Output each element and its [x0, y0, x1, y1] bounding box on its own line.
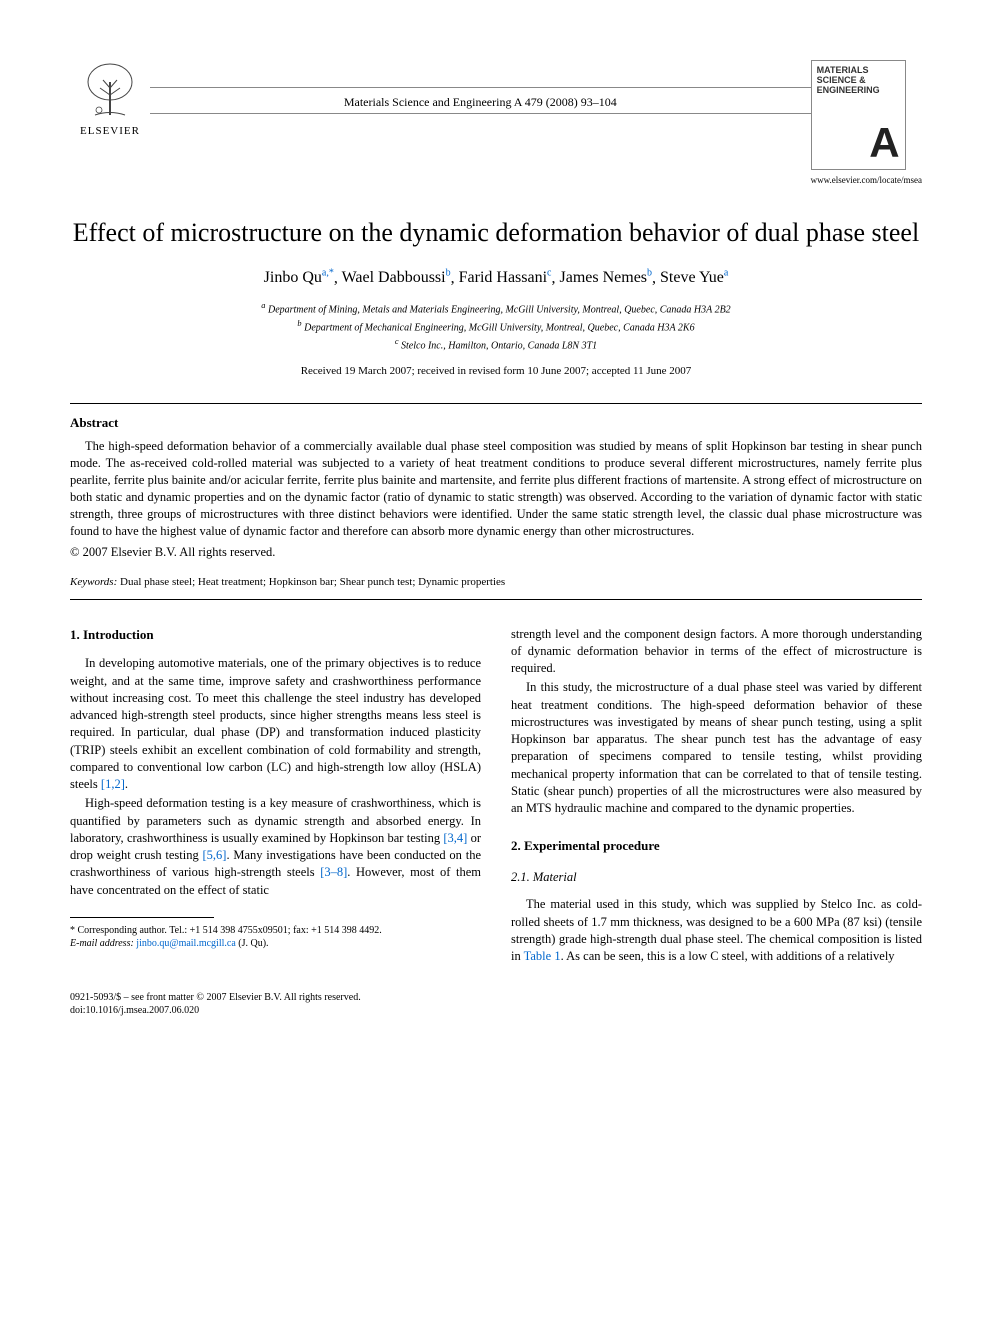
citation-link[interactable]: [5,6] — [202, 848, 226, 862]
footer-issn: 0921-5093/$ – see front matter © 2007 El… — [70, 991, 922, 1004]
footnote-tel: * Corresponding author. Tel.: +1 514 398… — [70, 924, 481, 937]
article-dates: Received 19 March 2007; received in revi… — [70, 364, 922, 379]
journal-cover-title: MATERIALS SCIENCE & ENGINEERING — [817, 66, 900, 96]
affiliation-a: a Department of Mining, Metals and Mater… — [70, 300, 922, 317]
keywords-text: Dual phase steel; Heat treatment; Hopkin… — [120, 576, 505, 588]
author: Farid Hassanic — [459, 269, 552, 286]
abstract-copyright: © 2007 Elsevier B.V. All rights reserved… — [70, 544, 922, 562]
keywords-label: Keywords: — [70, 576, 117, 588]
author-name: Wael Dabboussi — [342, 269, 446, 286]
affiliations: a Department of Mining, Metals and Mater… — [70, 300, 922, 354]
footnote-email-line: E-mail address: jinbo.qu@mail.mcgill.ca … — [70, 937, 481, 950]
journal-url: www.elsevier.com/locate/msea — [811, 174, 922, 187]
abstract-top-rule — [70, 403, 922, 404]
intro-paragraph-3: In this study, the microstructure of a d… — [511, 679, 922, 817]
author: Steve Yuea — [660, 269, 728, 286]
intro-paragraph-2: High-speed deformation testing is a key … — [70, 795, 481, 899]
abstract-body: The high-speed deformation behavior of a… — [70, 438, 922, 539]
author: Wael Dabboussib — [342, 269, 451, 286]
footnote-email-label: E-mail address: — [70, 938, 134, 949]
right-column: strength level and the component design … — [511, 626, 922, 968]
intro-paragraph-1: In developing automotive materials, one … — [70, 655, 481, 793]
author-name: Farid Hassani — [459, 269, 547, 286]
author-aff[interactable]: b — [647, 268, 652, 279]
abstract-heading: Abstract — [70, 414, 922, 432]
journal-ref-block: Materials Science and Engineering A 479 … — [150, 60, 811, 120]
citation-link[interactable]: [3–8] — [320, 865, 347, 879]
section-2-heading: 2. Experimental procedure — [511, 837, 922, 855]
keywords-line: Keywords: Dual phase steel; Heat treatme… — [70, 575, 922, 590]
abstract-bottom-rule — [70, 599, 922, 600]
section-1-heading: 1. Introduction — [70, 626, 481, 644]
header-rule-top — [150, 87, 811, 88]
affiliation-b: b Department of Mechanical Engineering, … — [70, 318, 922, 335]
left-column: 1. Introduction In developing automotive… — [70, 626, 481, 968]
page-footer: 0921-5093/$ – see front matter © 2007 El… — [70, 991, 922, 1017]
footnote-email-who: (J. Qu). — [238, 938, 268, 949]
elsevier-logo: ELSEVIER — [70, 60, 150, 150]
journal-cover-letter: A — [817, 122, 900, 164]
footnote-rule — [70, 917, 214, 918]
journal-cover-block: MATERIALS SCIENCE & ENGINEERING A www.el… — [811, 60, 922, 187]
author-name: Jinbo Qu — [264, 269, 322, 286]
author-name: James Nemes — [560, 269, 648, 286]
author-aff[interactable]: a — [724, 268, 728, 279]
author: Jinbo Qua,* — [264, 269, 334, 286]
corresponding-author-footnote: * Corresponding author. Tel.: +1 514 398… — [70, 924, 481, 950]
abstract-text: The high-speed deformation behavior of a… — [70, 438, 922, 539]
article-title: Effect of microstructure on the dynamic … — [70, 217, 922, 250]
elsevier-label: ELSEVIER — [80, 124, 140, 139]
journal-reference: Materials Science and Engineering A 479 … — [150, 94, 811, 111]
author-aff[interactable]: b — [446, 268, 451, 279]
elsevier-tree-icon — [75, 60, 145, 120]
intro-continuation: strength level and the component design … — [511, 626, 922, 678]
header-rule-bottom — [150, 113, 811, 114]
table-link[interactable]: Table 1 — [524, 949, 561, 963]
page-header: ELSEVIER Materials Science and Engineeri… — [70, 60, 922, 187]
author-name: Steve Yue — [660, 269, 724, 286]
body-columns: 1. Introduction In developing automotive… — [70, 626, 922, 968]
authors-line: Jinbo Qua,*, Wael Dabboussib, Farid Hass… — [70, 267, 922, 290]
footer-doi: doi:10.1016/j.msea.2007.06.020 — [70, 1004, 922, 1017]
email-link[interactable]: jinbo.qu@mail.mcgill.ca — [136, 938, 235, 949]
citation-link[interactable]: [1,2] — [101, 777, 125, 791]
author: James Nemesb — [560, 269, 653, 286]
affiliation-c: c Stelco Inc., Hamilton, Ontario, Canada… — [70, 336, 922, 353]
section-2-1-heading: 2.1. Material — [511, 869, 922, 886]
material-paragraph: The material used in this study, which w… — [511, 896, 922, 965]
author-aff[interactable]: c — [547, 268, 551, 279]
citation-link[interactable]: [3,4] — [443, 831, 467, 845]
author-aff[interactable]: a,* — [322, 268, 334, 279]
journal-cover: MATERIALS SCIENCE & ENGINEERING A — [811, 60, 906, 170]
